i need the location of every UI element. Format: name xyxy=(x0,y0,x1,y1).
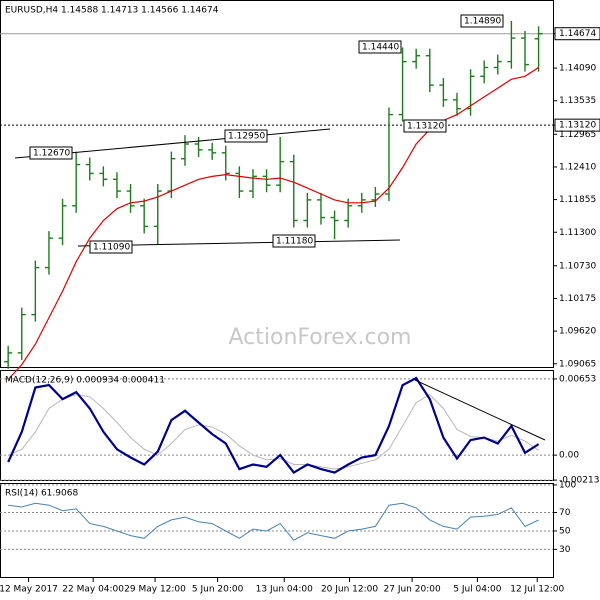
y-tick-label: 1.13535 xyxy=(559,96,596,106)
indicator-line xyxy=(7,376,540,475)
x-tick-label: 22 May 04:00 xyxy=(62,585,124,595)
annotation: 1.11180 xyxy=(276,237,313,247)
annotation: 1.14440 xyxy=(362,43,399,53)
x-tick-label: 27 Jun 20:00 xyxy=(384,585,441,595)
annotation-box xyxy=(29,146,73,160)
annotation-box xyxy=(272,234,316,248)
y-tick-label: 0.00653 xyxy=(559,374,596,384)
y-tick-box xyxy=(554,27,600,41)
annotation: 1.13120 xyxy=(407,122,444,132)
y-tick-label: 1.13120 xyxy=(559,121,596,131)
y-tick-label: 70 xyxy=(559,508,571,518)
x-tick-label: 13 Jun 04:00 xyxy=(256,585,313,595)
trend-line xyxy=(414,379,546,441)
indicator-line xyxy=(7,66,539,380)
indicator-line xyxy=(8,502,539,541)
panel-title: EURUSD,H4 1.14588 1.14713 1.14566 1.1467… xyxy=(5,6,219,16)
annotation-box xyxy=(224,129,268,143)
x-tick-label: 29 May 12:00 xyxy=(124,585,186,595)
annotation-box xyxy=(403,119,447,133)
indicator-line xyxy=(8,393,539,470)
watermark: ActionForex.com xyxy=(229,325,412,350)
y-tick-label: 1.09620 xyxy=(559,327,596,337)
y-tick-label: 1.12965 xyxy=(559,130,596,140)
y-tick-label: 50 xyxy=(559,526,571,536)
annotation-box xyxy=(460,14,504,28)
main-frame xyxy=(0,0,554,368)
y-tick-label: 1.11300 xyxy=(559,228,596,238)
annotation-box xyxy=(89,240,133,254)
annotation-box xyxy=(358,40,402,54)
y-tick-label: 1.12410 xyxy=(559,162,596,172)
x-tick-label: 12 May 2017 xyxy=(0,585,58,595)
y-tick-label: 0.00 xyxy=(559,451,579,461)
y-tick-label: 30 xyxy=(559,545,571,555)
x-tick-label: 20 Jun 12:00 xyxy=(321,585,378,595)
macd-frame xyxy=(0,370,554,481)
annotation: 1.11090 xyxy=(93,243,130,253)
y-tick-box xyxy=(554,118,600,132)
x-tick-label: 12 Jul 12:00 xyxy=(510,585,564,595)
y-tick-label: 1.14674 xyxy=(559,29,596,39)
y-tick-label: -0.002138 xyxy=(559,476,600,486)
y-tick-label: 100 xyxy=(559,480,576,490)
panel-title: RSI(14) 61.9068 xyxy=(5,489,78,499)
y-tick-label: 1.09065 xyxy=(559,359,596,369)
y-tick-label: 1.10730 xyxy=(559,261,596,271)
x-tick-label: 5 Jul 04:00 xyxy=(453,585,502,595)
annotation: 1.14890 xyxy=(464,17,501,27)
annotation: 1.12670 xyxy=(33,149,70,159)
y-tick-label: 1.11855 xyxy=(559,195,596,205)
panel-title: MACD(12,26,9) 0.000934 0.000411 xyxy=(5,376,165,386)
y-tick-label: 1.14090 xyxy=(559,64,596,74)
x-tick-label: 5 Jun 20:00 xyxy=(192,585,244,595)
y-tick-label: 1.10175 xyxy=(559,294,596,304)
annotation: 1.12950 xyxy=(228,132,265,142)
